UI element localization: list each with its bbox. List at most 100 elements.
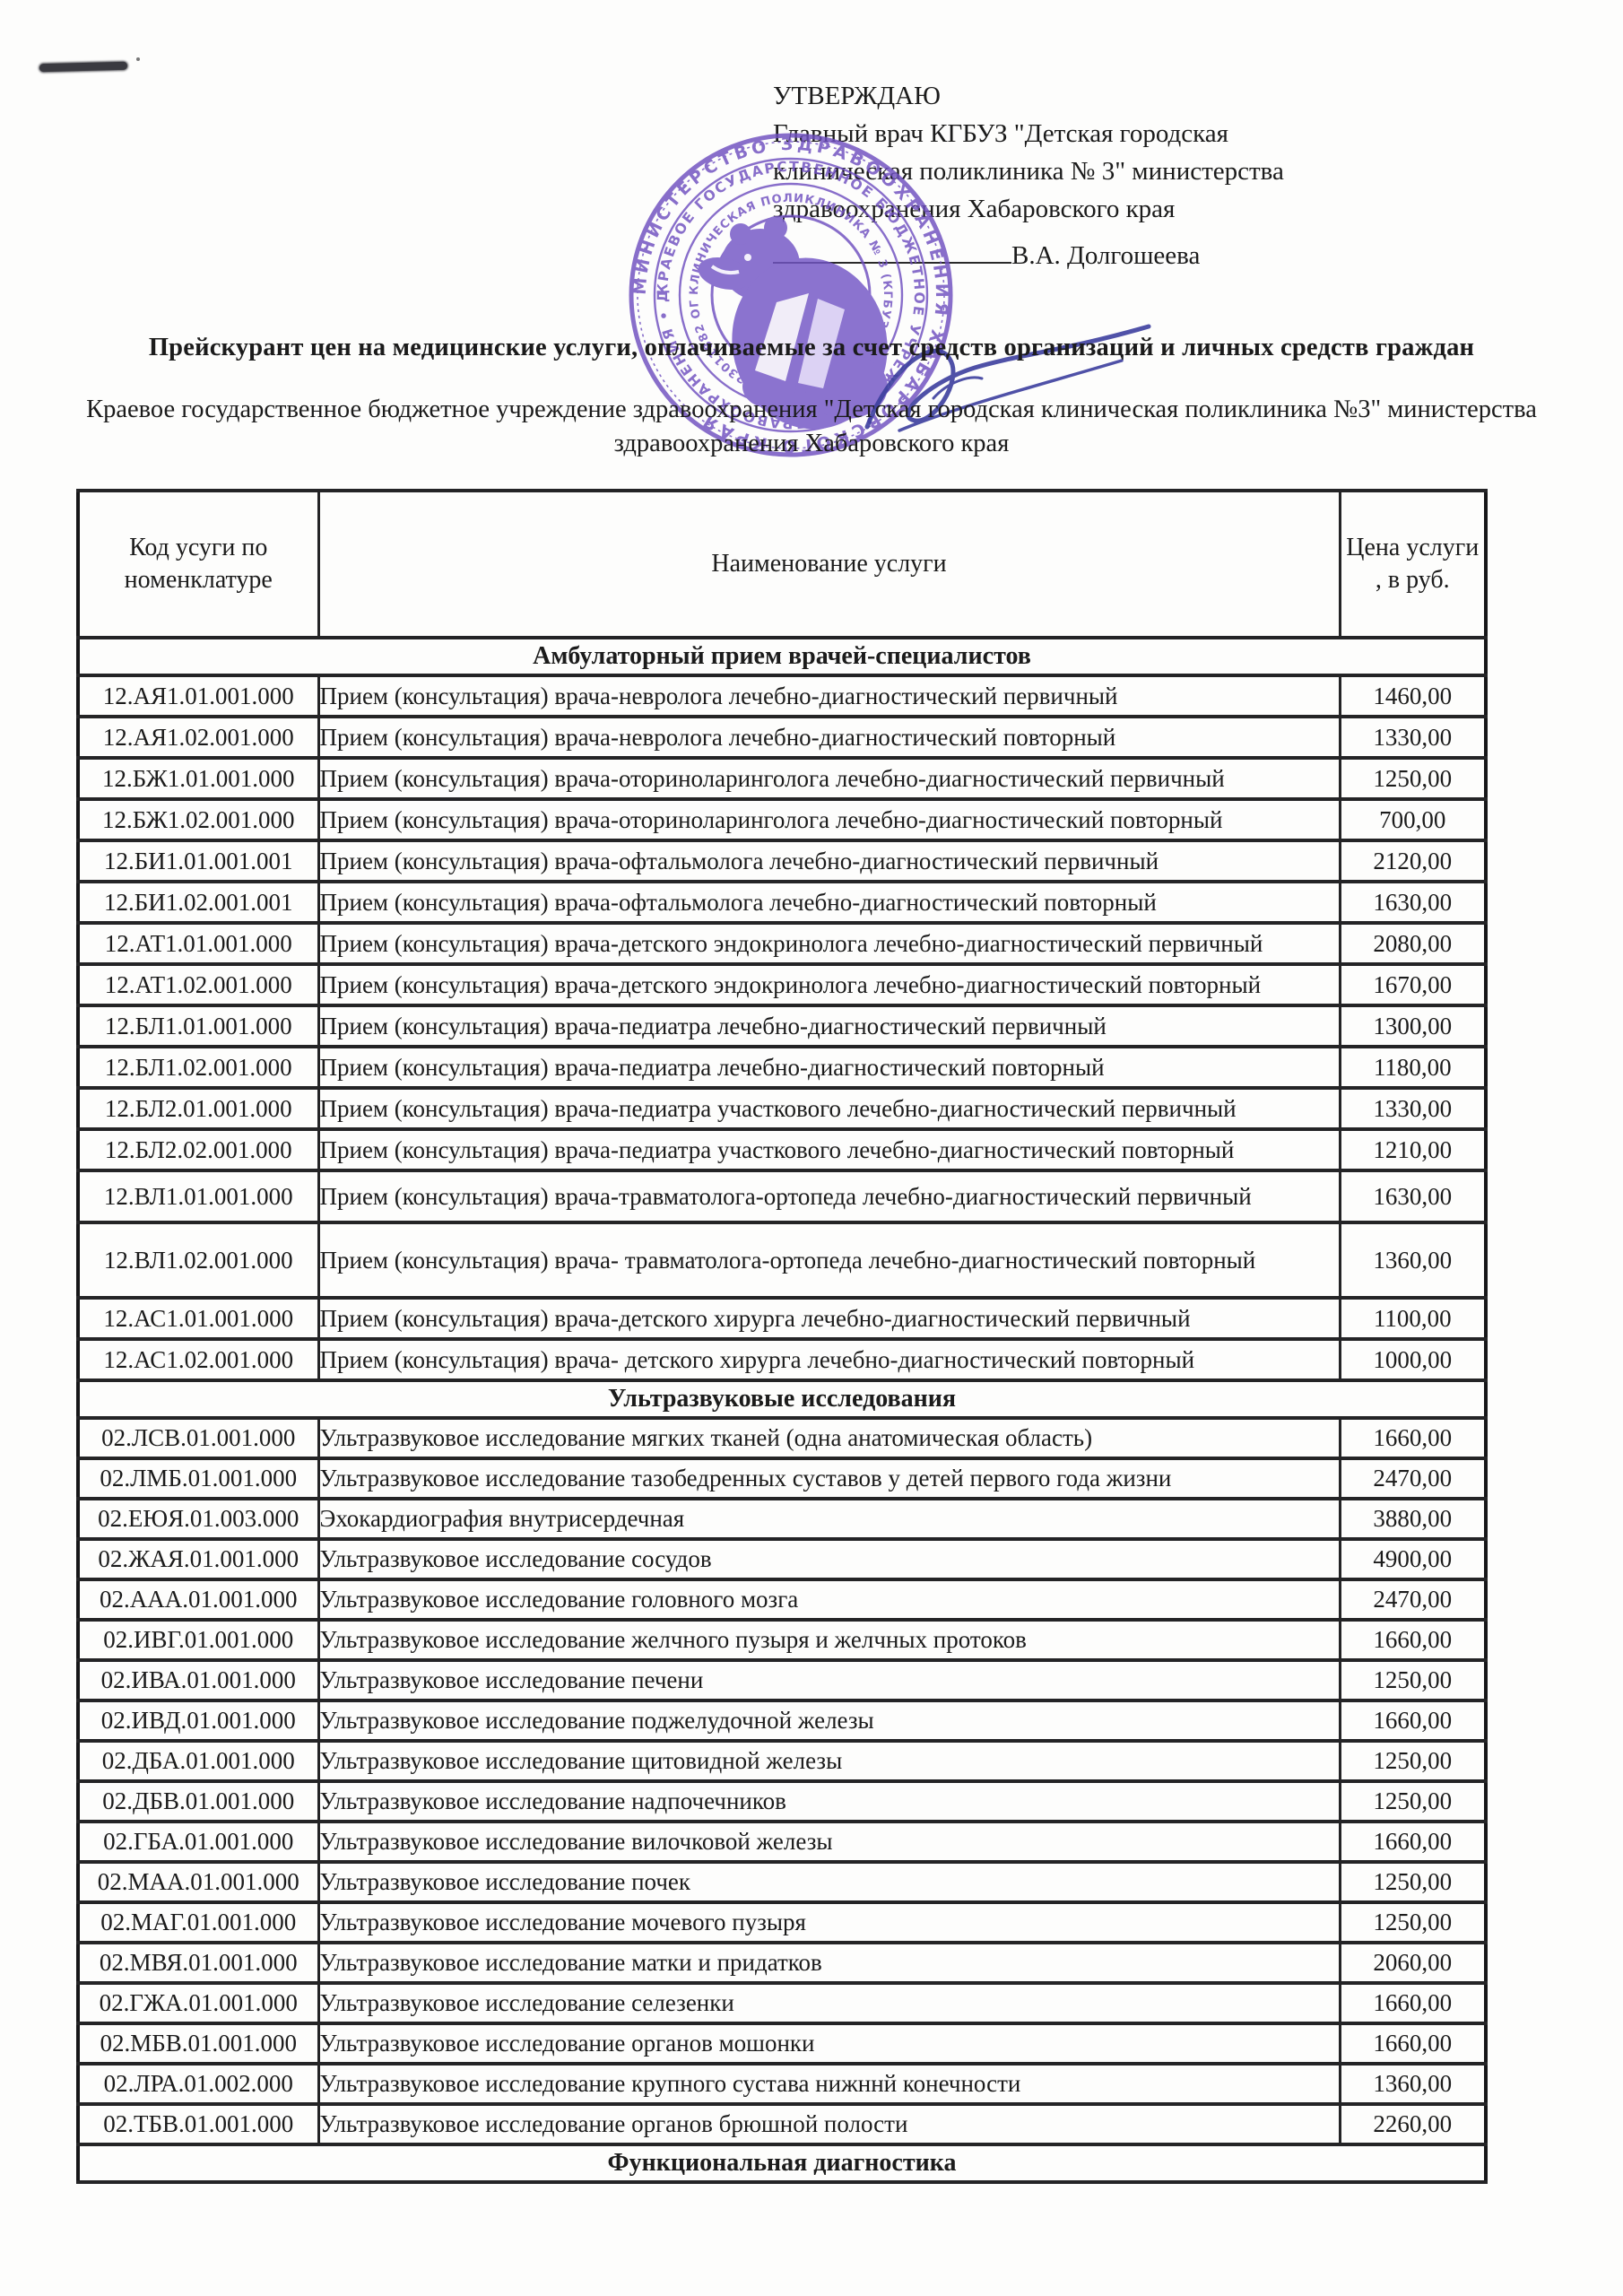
service-name-cell: Прием (консультация) врача-детского хиру…	[317, 1296, 1341, 1341]
header-name-cell: Наименование услуги	[317, 489, 1341, 639]
service-code-cell: 12.АЯ1.01.001.000	[76, 674, 320, 718]
service-code-cell: 12.АС1.02.001.000	[76, 1337, 320, 1382]
service-code-cell: 12.БИ1.02.001.001	[76, 880, 320, 925]
service-code-cell: 02.МАА.01.001.000	[76, 1860, 320, 1904]
service-price-cell: 1660,00	[1338, 2022, 1488, 2066]
service-price-cell: 2470,00	[1338, 1578, 1488, 1622]
service-name-cell: Ультразвуковое исследование почек	[317, 1860, 1341, 1904]
service-code-cell: 12.БЖ1.02.001.000	[76, 797, 320, 842]
service-name-cell: Ультразвуковое исследование желчного пуз…	[317, 1618, 1341, 1662]
service-price-cell: 2470,00	[1338, 1457, 1488, 1500]
service-price-cell: 1250,00	[1338, 1779, 1488, 1823]
table-row: 12.БЛ2.02.001.000 Прием (консультация) вр…	[76, 1127, 1488, 1172]
table-row: 12.АЯ1.02.001.000 Прием (консультация) вр…	[76, 715, 1488, 760]
service-code-cell: 12.БЛ2.01.001.000	[76, 1086, 320, 1131]
section-header-row: Ультразвуковые исследования	[76, 1378, 1488, 1420]
table-row: 02.ЖАЯ.01.001.000 Ультразвуковое исследов…	[76, 1537, 1488, 1581]
service-name-cell: Прием (консультация) врача-офтальмолога …	[317, 839, 1341, 883]
service-code-cell: 12.БЛ1.01.001.000	[76, 1004, 320, 1048]
service-code-cell: 02.ЖАЯ.01.001.000	[76, 1537, 320, 1581]
table-row: 02.ААА.01.001.000 Ультразвуковое исследов…	[76, 1578, 1488, 1622]
service-name-cell: Ультразвуковое исследование головного мо…	[317, 1578, 1341, 1622]
service-name-cell: Прием (консультация) врача-невролога леч…	[317, 715, 1341, 760]
service-price-cell: 1660,00	[1338, 1618, 1488, 1662]
service-code-cell: 12.ВЛ1.02.001.000	[76, 1221, 320, 1300]
service-price-cell: 1660,00	[1338, 1981, 1488, 2025]
section-title: Функциональная диагностика	[76, 2143, 1488, 2184]
service-name-cell: Прием (консультация) врача- травматолога…	[317, 1221, 1341, 1300]
service-name-cell: Ультразвуковое исследование печени	[317, 1658, 1341, 1702]
service-price-cell: 1250,00	[1338, 1860, 1488, 1904]
table-row: 12.БИ1.02.001.001 Прием (консультация) вр…	[76, 880, 1488, 925]
table-row: 12.ВЛ1.02.001.000 Прием (консультация) вр…	[76, 1221, 1488, 1300]
organization-line: здравоохранения Хабаровского края	[613, 430, 1010, 457]
round-stamp-seal: МИНИСТЕРСТВО ЗДРАВООХРАНЕНИЯ ХАБАРОВСКОГ…	[626, 130, 953, 457]
section-header-row: Функциональная диагностика	[76, 2143, 1488, 2184]
table-row: 02.ГБА.01.001.000 Ультразвуковое исследов…	[76, 1820, 1488, 1864]
service-name-cell: Ультразвуковое исследование мочевого пуз…	[317, 1900, 1341, 1944]
service-name-cell: Ультразвуковое исследование тазобедренны…	[317, 1457, 1341, 1500]
table-row: 02.ИВГ.01.001.000 Ультразвуковое исследов…	[76, 1618, 1488, 1662]
service-code-cell: 02.МАГ.01.001.000	[76, 1900, 320, 1944]
service-name-cell: Эхокардиография внутрисердечная	[317, 1497, 1341, 1541]
service-price-cell: 1660,00	[1338, 1820, 1488, 1864]
service-price-cell: 4900,00	[1338, 1537, 1488, 1581]
table-row: 02.ЛРА.01.002.000 Ультразвуковое исследов…	[76, 2062, 1488, 2106]
table-row: 12.БЖ1.02.001.000 Прием (консультация) вр…	[76, 797, 1488, 842]
service-price-cell: 1250,00	[1338, 1900, 1488, 1944]
service-name-cell: Прием (консультация) врача-педиатра лече…	[317, 1045, 1341, 1090]
service-price-cell: 2080,00	[1338, 921, 1488, 966]
service-price-cell: 2120,00	[1338, 839, 1488, 883]
service-name-cell: Прием (консультация) врача-детского эндо…	[317, 921, 1341, 966]
header-price-line: , в руб.	[1375, 566, 1450, 594]
table-row: 12.БЛ1.02.001.000 Прием (консультация) вр…	[76, 1045, 1488, 1090]
document-title: Прейскурант цен на медицинские услуги, о…	[148, 334, 1475, 361]
table-row: 12.БЛ2.01.001.000 Прием (консультация) вр…	[76, 1086, 1488, 1131]
service-code-cell: 02.ЛРА.01.002.000	[76, 2062, 320, 2106]
service-price-cell: 1660,00	[1338, 1699, 1488, 1743]
table-row: 02.ЛСВ.01.001.000 Ультразвуковое исследов…	[76, 1416, 1488, 1460]
header-price-line: Цена услуги	[1346, 534, 1480, 561]
table-row: 12.АТ1.02.001.000 Прием (консультация) вр…	[76, 962, 1488, 1007]
service-price-cell: 2260,00	[1338, 2102, 1488, 2146]
service-code-cell: 02.ДБА.01.001.000	[76, 1739, 320, 1783]
header-name-label: Наименование услуги	[711, 550, 947, 578]
service-name-cell: Ультразвуковое исследование вилочковой ж…	[317, 1820, 1341, 1864]
service-code-cell: 12.БЛ2.02.001.000	[76, 1127, 320, 1172]
table-row: 12.АТ1.01.001.000 Прием (консультация) вр…	[76, 921, 1488, 966]
table-row: 02.ГЖА.01.001.000 Ультразвуковое исследов…	[76, 1981, 1488, 2025]
service-price-cell: 2060,00	[1338, 1941, 1488, 1985]
service-price-cell: 1330,00	[1338, 1086, 1488, 1131]
service-code-cell: 02.ТБВ.01.001.000	[76, 2102, 320, 2146]
service-code-cell: 02.ЛСВ.01.001.000	[76, 1416, 320, 1460]
service-name-cell: Ультразвуковое исследование поджелудочно…	[317, 1699, 1341, 1743]
table-row: 12.ВЛ1.01.001.000 Прием (консультация) вр…	[76, 1169, 1488, 1224]
service-price-cell: 1250,00	[1338, 1739, 1488, 1783]
service-name-cell: Ультразвуковое исследование органов мошо…	[317, 2022, 1341, 2066]
price-table: Код усуги по номенклатуре Наименование у…	[76, 489, 1488, 2184]
service-price-cell: 1180,00	[1338, 1045, 1488, 1090]
service-name-cell: Ультразвуковое исследование надпочечнико…	[317, 1779, 1341, 1823]
service-code-cell: 12.БЖ1.01.001.000	[76, 756, 320, 801]
table-row: 12.АС1.01.001.000 Прием (консультация) вр…	[76, 1296, 1488, 1341]
service-code-cell: 02.ИВД.01.001.000	[76, 1699, 320, 1743]
service-code-cell: 12.АТ1.02.001.000	[76, 962, 320, 1007]
service-name-cell: Прием (консультация) врача-офтальмолога …	[317, 880, 1341, 925]
table-row: 02.МВЯ.01.001.000 Ультразвуковое исследов…	[76, 1941, 1488, 1985]
header-code-cell: Код усуги по номенклатуре	[76, 489, 320, 639]
service-price-cell: 1360,00	[1338, 2062, 1488, 2106]
table-row: 02.ДБВ.01.001.000 Ультразвуковое исследов…	[76, 1779, 1488, 1823]
approval-line: здравоохранения Хабаровского края	[773, 195, 1176, 223]
bear-emblem-icon	[698, 216, 888, 430]
service-code-cell: 12.АЯ1.02.001.000	[76, 715, 320, 760]
service-price-cell: 1630,00	[1338, 1169, 1488, 1224]
service-code-cell: 12.БЛ1.02.001.000	[76, 1045, 320, 1090]
service-code-cell: 02.ЕЮЯ.01.003.000	[76, 1497, 320, 1541]
service-code-cell: 12.АТ1.01.001.000	[76, 921, 320, 966]
service-name-cell: Ультразвуковое исследование сосудов	[317, 1537, 1341, 1581]
service-price-cell: 1330,00	[1338, 715, 1488, 760]
organization-line: Краевое государственное бюджетное учрежд…	[86, 396, 1537, 423]
service-price-cell: 1360,00	[1338, 1221, 1488, 1300]
section-title: Ультразвуковые исследования	[76, 1378, 1488, 1420]
